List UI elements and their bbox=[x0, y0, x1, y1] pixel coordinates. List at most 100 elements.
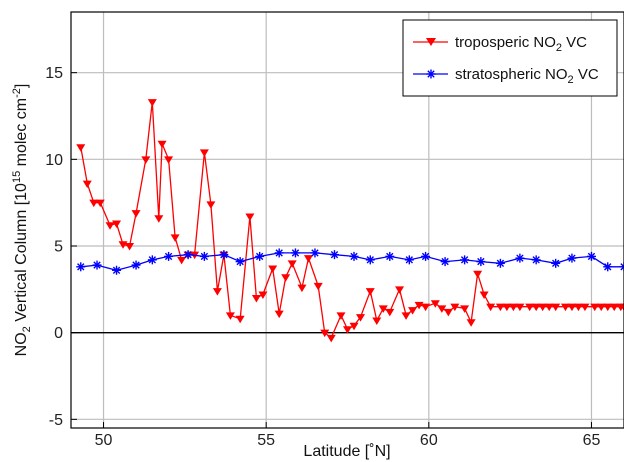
data-point-stroke bbox=[112, 266, 121, 274]
data-point-stroke bbox=[93, 261, 101, 269]
data-point-stroke bbox=[350, 252, 358, 261]
data-point bbox=[255, 251, 265, 261]
data-point bbox=[274, 310, 284, 319]
data-point bbox=[603, 262, 613, 272]
data-point bbox=[76, 262, 86, 272]
data-point bbox=[235, 257, 245, 267]
data-point bbox=[320, 329, 330, 338]
data-point-stroke bbox=[604, 263, 612, 271]
x-tick-label: 60 bbox=[420, 432, 438, 449]
data-point bbox=[479, 291, 489, 300]
data-point bbox=[460, 255, 470, 265]
x-tick-label: 55 bbox=[257, 432, 275, 449]
data-point-stroke bbox=[311, 249, 319, 257]
data-point bbox=[586, 251, 596, 261]
data-point-stroke bbox=[200, 252, 209, 261]
data-point-stroke bbox=[366, 256, 374, 264]
y-tick-label: 5 bbox=[54, 239, 63, 256]
data-point bbox=[385, 251, 395, 261]
data-point-stroke bbox=[441, 257, 449, 266]
data-point bbox=[297, 284, 307, 293]
y-tick-label: 10 bbox=[45, 152, 63, 169]
data-point-stroke bbox=[620, 263, 624, 268]
data-point bbox=[183, 250, 193, 260]
data-point bbox=[538, 303, 548, 312]
data-point bbox=[619, 303, 624, 312]
data-point-stroke bbox=[255, 252, 264, 261]
data-point bbox=[112, 220, 122, 228]
data-point-stroke bbox=[587, 252, 596, 261]
data-point-stroke bbox=[184, 250, 192, 259]
data-point bbox=[105, 222, 115, 230]
data-point bbox=[125, 243, 135, 251]
data-point-stroke bbox=[551, 259, 560, 268]
data-point bbox=[349, 322, 359, 331]
data-point-stroke bbox=[132, 261, 140, 269]
data-point bbox=[89, 199, 99, 208]
data-point-stroke bbox=[516, 254, 524, 262]
data-point-stroke bbox=[291, 249, 300, 257]
x-axis-title: Latitude [˚N] bbox=[303, 443, 390, 460]
data-point-stroke bbox=[496, 259, 505, 268]
data-point bbox=[356, 314, 366, 322]
data-point bbox=[268, 265, 278, 274]
data-point-stroke bbox=[275, 249, 283, 257]
data-point bbox=[349, 251, 359, 261]
data-point bbox=[460, 305, 470, 313]
series-layer bbox=[76, 99, 624, 343]
series-stratospheric bbox=[76, 248, 624, 275]
data-point bbox=[560, 303, 570, 312]
data-point bbox=[131, 260, 141, 270]
data-point bbox=[531, 255, 541, 265]
data-point-stroke bbox=[164, 252, 173, 261]
data-point bbox=[590, 303, 600, 312]
data-point bbox=[82, 180, 92, 189]
data-point bbox=[164, 251, 174, 261]
data-point bbox=[495, 258, 505, 268]
data-point bbox=[531, 303, 541, 312]
data-point-stroke bbox=[477, 257, 485, 266]
data-point bbox=[235, 315, 245, 324]
y-tick-label: 0 bbox=[54, 325, 63, 342]
data-point bbox=[525, 303, 535, 312]
data-point-stroke bbox=[236, 257, 244, 266]
data-point bbox=[502, 303, 512, 312]
y-tick-label: -5 bbox=[49, 412, 63, 429]
data-point bbox=[401, 312, 411, 320]
data-point-stroke bbox=[77, 263, 85, 271]
data-point bbox=[573, 303, 583, 312]
data-point bbox=[365, 288, 375, 296]
legend-strat-label: stratospheric NO2 VC bbox=[455, 66, 599, 86]
data-point bbox=[437, 305, 447, 313]
data-point bbox=[157, 140, 167, 149]
data-point bbox=[92, 260, 102, 270]
data-point bbox=[596, 303, 606, 312]
legend-trop-label: troposperic NO2 VC bbox=[455, 34, 587, 54]
data-point bbox=[251, 295, 261, 303]
data-point bbox=[619, 262, 624, 272]
data-point bbox=[177, 256, 187, 265]
data-point bbox=[225, 312, 235, 320]
data-point bbox=[326, 334, 336, 343]
data-point bbox=[287, 260, 297, 268]
x-tick-label: 50 bbox=[95, 432, 113, 449]
data-point-stroke bbox=[148, 256, 157, 264]
series-tropospheric bbox=[76, 99, 624, 343]
data-point bbox=[466, 319, 476, 327]
data-point bbox=[551, 258, 561, 268]
data-point bbox=[303, 255, 313, 263]
data-point bbox=[154, 215, 164, 223]
data-point bbox=[199, 149, 209, 157]
data-point bbox=[95, 199, 105, 208]
data-point bbox=[515, 303, 525, 312]
y-axis-title: NO2 Vertical Column [1015 molec cm-2] bbox=[11, 84, 33, 357]
data-point bbox=[206, 201, 216, 209]
legend-trop-marker bbox=[426, 38, 436, 46]
data-point bbox=[404, 255, 414, 265]
data-point bbox=[164, 156, 174, 164]
legend-box bbox=[402, 19, 618, 97]
data-point bbox=[609, 303, 619, 312]
data-point bbox=[567, 303, 577, 312]
ticks: 50 55 60 65 -5 0 5 10 15 bbox=[45, 65, 600, 449]
